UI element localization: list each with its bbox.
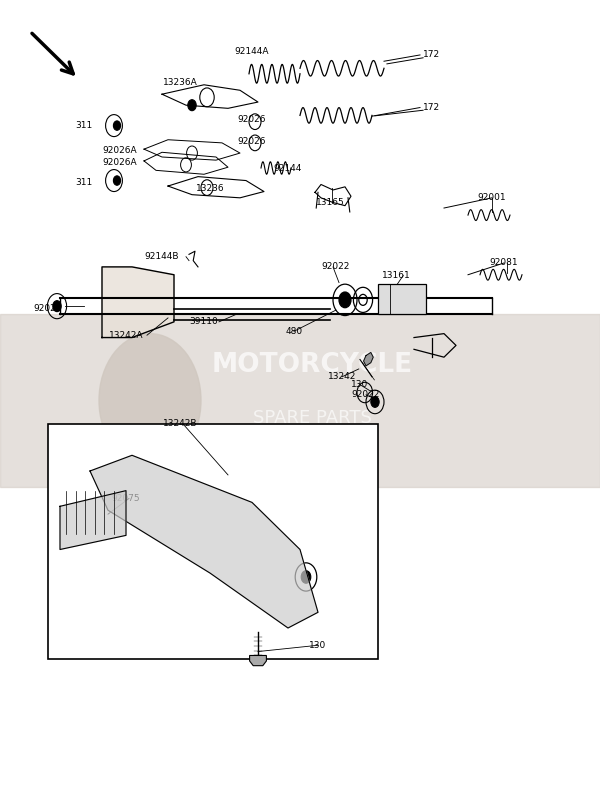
Text: 172: 172 (424, 103, 440, 112)
Text: 13161: 13161 (382, 271, 410, 280)
Text: 92026: 92026 (238, 115, 266, 124)
Text: 13236A: 13236A (163, 78, 197, 87)
Bar (0, 314, 600, 487)
Text: 13242A: 13242A (109, 330, 143, 340)
Text: 92001: 92001 (478, 193, 506, 203)
Text: 92081: 92081 (490, 258, 518, 268)
Text: 92026: 92026 (238, 137, 266, 146)
Circle shape (339, 292, 351, 308)
Polygon shape (60, 491, 126, 550)
Text: 92022: 92022 (352, 390, 380, 400)
Text: 13236: 13236 (196, 184, 224, 193)
Circle shape (99, 334, 201, 467)
Text: 130: 130 (352, 380, 368, 389)
Text: 92144A: 92144A (235, 46, 269, 56)
Text: 92144B: 92144B (145, 252, 179, 261)
Text: 13242B: 13242B (163, 419, 197, 429)
Text: 92144: 92144 (274, 164, 302, 173)
Text: 172: 172 (424, 50, 440, 60)
Circle shape (188, 100, 196, 111)
Text: 13165: 13165 (316, 198, 344, 207)
Polygon shape (90, 455, 318, 628)
Text: 311: 311 (76, 177, 92, 187)
Text: 92022: 92022 (34, 304, 62, 313)
Circle shape (301, 571, 311, 583)
Circle shape (113, 121, 121, 130)
Text: 92026A: 92026A (103, 146, 137, 155)
Text: MOTORCYCLE: MOTORCYCLE (211, 352, 413, 378)
Text: 39110: 39110 (190, 317, 218, 327)
Text: 92075: 92075 (112, 494, 140, 503)
Bar (378, 284, 426, 314)
Circle shape (113, 176, 121, 185)
Text: 130: 130 (310, 641, 326, 650)
Text: SPARE PARTS: SPARE PARTS (253, 409, 371, 426)
Text: 92026A: 92026A (103, 158, 137, 167)
Polygon shape (364, 352, 373, 366)
Polygon shape (250, 655, 266, 666)
Circle shape (53, 301, 61, 312)
Polygon shape (102, 267, 174, 338)
Text: 92022: 92022 (322, 262, 350, 272)
Text: 13242: 13242 (328, 372, 356, 382)
Bar (48, 424, 378, 659)
Text: 480: 480 (286, 327, 302, 336)
Text: 311: 311 (76, 121, 92, 130)
Circle shape (371, 396, 379, 407)
